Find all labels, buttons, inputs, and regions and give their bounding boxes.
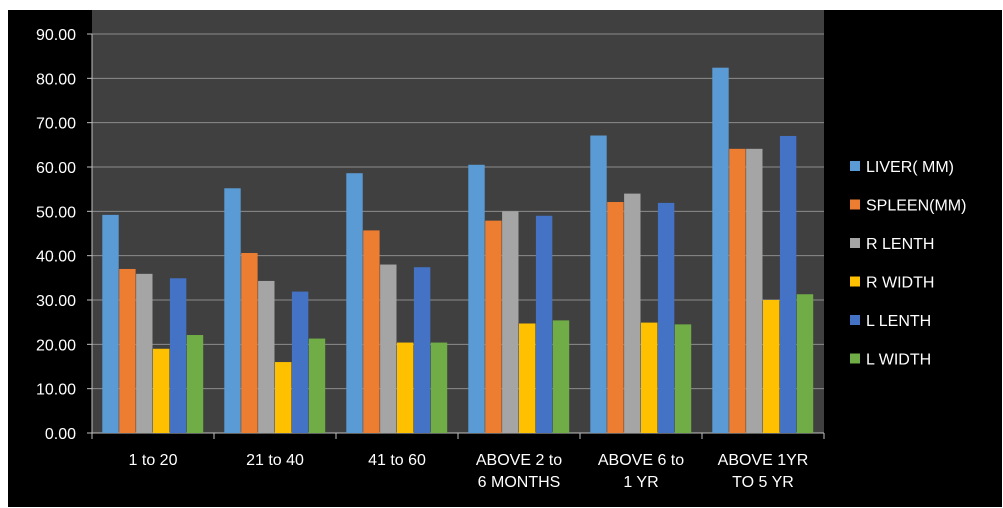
legend-label: LIVER( MM) (866, 159, 954, 176)
bar (363, 230, 380, 433)
bar (430, 342, 448, 433)
bar (624, 193, 641, 433)
legend-label: L WIDTH (866, 352, 931, 369)
y-tick-label: 10.00 (36, 382, 76, 399)
bar (169, 278, 187, 433)
bar (641, 322, 658, 433)
bar (552, 320, 570, 433)
bar (346, 173, 363, 433)
bar (136, 273, 153, 433)
legend-swatch (850, 353, 860, 364)
bar (275, 362, 292, 433)
bar (796, 294, 814, 433)
bar (607, 202, 624, 433)
y-tick-label: 0.00 (45, 426, 76, 443)
x-tick-label: ABOVE 1YR TO 5 YR (718, 452, 809, 491)
y-tick-label: 50.00 (36, 204, 76, 221)
legend-label: R LENTH (866, 236, 934, 253)
bar (535, 215, 553, 433)
bar (380, 264, 397, 433)
x-tick-label: 41 to 60 (368, 452, 426, 469)
bar (674, 324, 692, 433)
plot-area (92, 10, 824, 433)
bar (241, 253, 258, 433)
x-tick-label: 21 to 40 (246, 452, 304, 469)
bar (413, 267, 431, 433)
bar (485, 220, 502, 433)
bar (712, 67, 729, 433)
y-tick-label: 70.00 (36, 116, 76, 133)
bar (519, 323, 536, 433)
bar (224, 188, 241, 433)
bar (729, 148, 746, 433)
y-tick-label: 20.00 (36, 337, 76, 354)
x-tick-label: 1 to 20 (129, 452, 178, 469)
bar (186, 335, 204, 433)
x-tick-label: ABOVE 6 to 1 YR (598, 452, 684, 491)
legend-swatch (850, 199, 860, 210)
legend-swatch (850, 238, 860, 248)
y-tick-label: 30.00 (36, 293, 76, 310)
legend-swatch (850, 276, 860, 287)
y-tick-label: 40.00 (36, 249, 76, 266)
bar (397, 342, 414, 433)
chart-frame: 0.00 10.00 20.00 30.00 40.00 50.00 60.00 70.00 8… (8, 10, 1002, 507)
legend-label: R WIDTH (866, 275, 934, 292)
bar (308, 338, 326, 433)
bar (102, 214, 119, 433)
legend-label: SPLEEN(MM) (866, 198, 966, 215)
y-tick-label: 80.00 (36, 71, 76, 88)
bar (746, 148, 763, 433)
bar (657, 202, 675, 433)
bar (502, 211, 519, 433)
legend-label: L LENTH (866, 313, 931, 330)
bar-chart: 0.00 10.00 20.00 30.00 40.00 50.00 60.00 70.00 8… (36, 10, 966, 491)
bar (153, 348, 170, 433)
bar (119, 268, 136, 433)
x-tick-label: ABOVE 2 to 6 MONTHS (476, 452, 562, 491)
y-tick-label: 90.00 (36, 27, 76, 44)
legend-swatch (850, 315, 860, 325)
bar (468, 164, 485, 434)
bar (258, 280, 275, 433)
bar (779, 135, 797, 433)
legend-swatch (850, 161, 860, 171)
y-tick-label: 60.00 (36, 160, 76, 177)
bar (291, 291, 309, 433)
bar (590, 135, 607, 434)
bar (763, 300, 780, 433)
